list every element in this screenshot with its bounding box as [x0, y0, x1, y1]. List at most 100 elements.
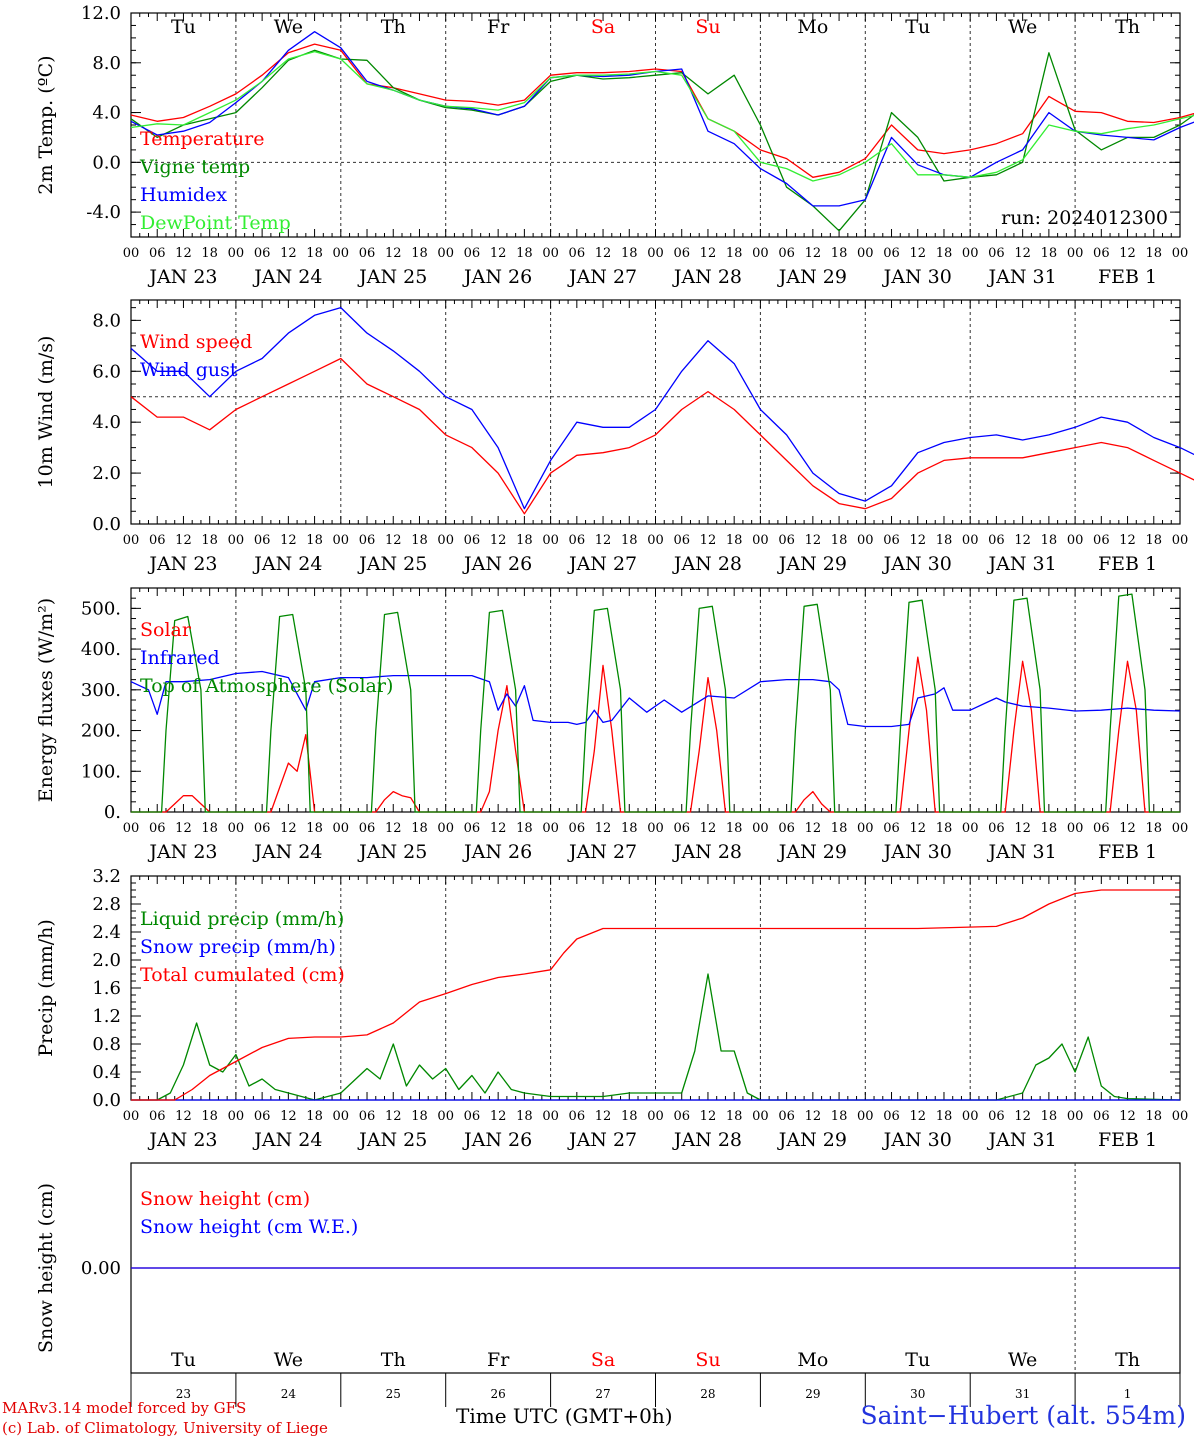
day-number-label: 24 — [281, 1387, 297, 1401]
day-number-label: 30 — [910, 1387, 925, 1401]
hour-tick-label: 06 — [673, 1109, 690, 1124]
hour-tick-label: 00 — [542, 821, 559, 836]
hour-tick-label: 06 — [673, 246, 690, 261]
day-number-label: 26 — [491, 1387, 506, 1401]
hour-tick-label: 00 — [1172, 533, 1189, 548]
y-tick-label: 12.0 — [81, 3, 121, 24]
date-label: FEB 1 — [1098, 1129, 1157, 1151]
y-tick-label: 8.0 — [92, 53, 121, 74]
hour-tick-label: 06 — [988, 533, 1005, 548]
date-label: JAN 31 — [987, 1129, 1057, 1151]
weekday-label: We — [1008, 16, 1037, 38]
hour-tick-label: 00 — [857, 1109, 874, 1124]
hour-tick-label: 06 — [883, 1109, 900, 1124]
weekday-label: Sa — [591, 1349, 615, 1371]
hour-tick-label: 18 — [1146, 1109, 1163, 1124]
hour-tick-label: 06 — [254, 533, 271, 548]
hour-tick-label: 06 — [1093, 246, 1110, 261]
hour-tick-label: 12 — [175, 1109, 192, 1124]
hour-tick-label: 06 — [883, 821, 900, 836]
hour-tick-label: 18 — [936, 246, 953, 261]
hour-tick-label: 00 — [123, 821, 140, 836]
hour-tick-label: 12 — [280, 246, 297, 261]
hour-tick-label: 00 — [752, 246, 769, 261]
hour-tick-label: 06 — [1093, 533, 1110, 548]
legend-entry: Vigne temp — [139, 156, 250, 178]
hour-tick-label: 00 — [228, 246, 245, 261]
hour-tick-label: 12 — [490, 533, 507, 548]
hour-tick-label: 12 — [280, 533, 297, 548]
hour-tick-label: 12 — [490, 1109, 507, 1124]
legend-entry: Snow height (cm) — [140, 1188, 310, 1210]
weekday-label: Sa — [591, 16, 615, 38]
series-line-top-of-atmosphere-solar- — [131, 593, 1180, 813]
hour-tick-label: 00 — [228, 533, 245, 548]
day-number-label: 23 — [176, 1387, 191, 1401]
hour-tick-label: 12 — [175, 533, 192, 548]
hour-tick-label: 18 — [411, 533, 428, 548]
date-label: JAN 27 — [567, 553, 637, 575]
station-label: Saint−Hubert (alt. 554m) — [860, 1401, 1186, 1430]
hour-tick-label: 12 — [700, 246, 717, 261]
hour-tick-label: 06 — [254, 246, 271, 261]
hour-tick-label: 00 — [333, 821, 350, 836]
date-label: JAN 23 — [147, 553, 217, 575]
date-label: JAN 25 — [357, 1129, 427, 1151]
weekday-label: Mo — [797, 16, 828, 38]
hour-tick-label: 12 — [1119, 533, 1136, 548]
hour-tick-label: 18 — [1041, 533, 1058, 548]
plot-frame — [130, 587, 1181, 813]
y-tick-label: 0.4 — [92, 1062, 121, 1083]
date-label: JAN 29 — [777, 841, 847, 863]
series-line-wind-speed — [130, 357, 1194, 515]
hour-tick-label: 06 — [569, 533, 586, 548]
hour-tick-label: 12 — [805, 533, 822, 548]
date-label: JAN 29 — [777, 1129, 847, 1151]
hour-tick-label: 18 — [621, 246, 638, 261]
hour-tick-label: 18 — [306, 1109, 323, 1124]
hour-tick-label: 00 — [962, 533, 979, 548]
hour-tick-label: 12 — [595, 1109, 612, 1124]
y-tick-label: 0.0 — [92, 152, 121, 173]
hour-tick-label: 06 — [464, 1109, 481, 1124]
y-tick-label: 0.0 — [92, 1090, 121, 1111]
date-label: JAN 25 — [357, 266, 427, 288]
hour-tick-label: 00 — [752, 533, 769, 548]
y-tick-label: 100. — [81, 761, 121, 782]
hour-tick-label: 00 — [647, 246, 664, 261]
hour-tick-label: 06 — [464, 246, 481, 261]
hour-tick-label: 00 — [333, 533, 350, 548]
series-line-vigne-temp — [130, 49, 1194, 232]
hour-tick-label: 12 — [1014, 821, 1031, 836]
hour-tick-label: 18 — [1146, 821, 1163, 836]
hour-tick-label: 18 — [936, 821, 953, 836]
hour-tick-label: 18 — [201, 821, 218, 836]
weekday-label: Su — [695, 1349, 720, 1371]
hour-tick-label: 18 — [1041, 246, 1058, 261]
hour-tick-label: 18 — [831, 246, 848, 261]
hour-tick-label: 18 — [621, 1109, 638, 1124]
hour-tick-label: 12 — [805, 246, 822, 261]
y-tick-label: -4.0 — [86, 202, 121, 223]
series-line-wind-gust — [130, 306, 1194, 510]
plot-frame — [130, 12, 1181, 238]
panel-2: 00 06 12 18 00 06 12 18 00 06 12 18 00 06 12 18 00 06 12 18… — [35, 299, 1194, 575]
hour-tick-label: 18 — [936, 533, 953, 548]
hour-tick-label: 00 — [1067, 246, 1084, 261]
hour-tick-label: 00 — [542, 246, 559, 261]
hour-tick-label: 12 — [595, 821, 612, 836]
series-line-temperature — [130, 43, 1194, 178]
hour-tick-label: 12 — [1119, 821, 1136, 836]
series-line-solar — [131, 656, 1180, 813]
model-credit: MARv3.14 model forced by GFS — [2, 1399, 247, 1417]
hour-tick-label: 06 — [988, 1109, 1005, 1124]
date-label: JAN 26 — [462, 553, 532, 575]
hour-tick-label: 00 — [647, 533, 664, 548]
hour-tick-label: 12 — [385, 246, 402, 261]
hour-tick-label: 00 — [123, 246, 140, 261]
hour-tick-label: 00 — [647, 821, 664, 836]
hour-tick-label: 06 — [569, 246, 586, 261]
hour-tick-label: 18 — [201, 533, 218, 548]
y-tick-label: 300. — [81, 680, 121, 701]
date-label: JAN 26 — [462, 841, 532, 863]
